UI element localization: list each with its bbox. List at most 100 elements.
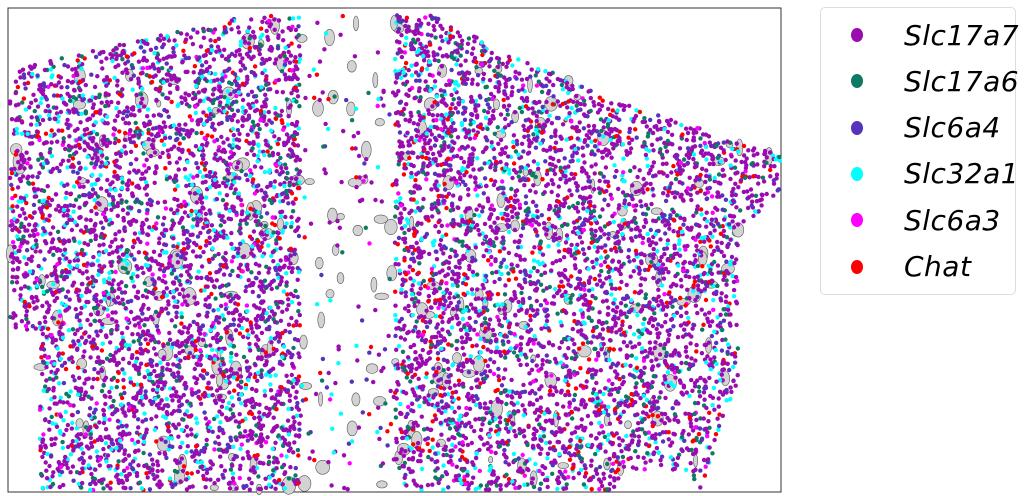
point-slc17a7 xyxy=(735,222,741,227)
point-slc6a4 xyxy=(234,210,239,215)
point-slc17a7 xyxy=(114,319,119,324)
point-slc6a3 xyxy=(130,437,135,443)
point-slc17a7 xyxy=(49,140,54,145)
point-slc17a7 xyxy=(715,239,720,245)
point-slc32a1 xyxy=(164,396,169,402)
point-slc17a6 xyxy=(466,36,472,41)
point-slc17a7 xyxy=(128,309,134,315)
point-slc6a4 xyxy=(577,216,582,221)
point-slc17a7 xyxy=(364,157,369,162)
point-slc6a3 xyxy=(406,404,411,410)
point-slc32a1 xyxy=(516,57,521,62)
point-slc17a7 xyxy=(290,364,296,369)
point-slc17a7 xyxy=(56,460,61,465)
point-slc17a7 xyxy=(100,66,105,71)
point-slc17a6 xyxy=(43,384,48,389)
point-slc17a7 xyxy=(755,151,760,156)
point-slc17a7 xyxy=(169,264,175,269)
point-slc17a6 xyxy=(10,280,15,285)
point-slc17a7 xyxy=(62,360,68,366)
point-slc17a7 xyxy=(176,422,181,427)
point-slc17a7 xyxy=(174,314,179,320)
point-slc17a6 xyxy=(715,283,720,289)
point-slc17a7 xyxy=(586,135,592,141)
point-slc17a7 xyxy=(171,386,176,391)
point-slc17a7 xyxy=(219,404,225,409)
point-slc17a7 xyxy=(423,44,429,49)
point-slc17a7 xyxy=(480,422,485,427)
point-slc17a7 xyxy=(480,241,486,246)
point-slc32a1 xyxy=(403,41,408,47)
point-slc17a7 xyxy=(234,486,239,491)
point-chat xyxy=(678,295,683,301)
point-slc17a7 xyxy=(40,303,45,309)
point-slc17a7 xyxy=(219,134,224,140)
point-slc17a7 xyxy=(685,287,690,292)
point-slc17a6 xyxy=(417,261,422,266)
point-slc17a7 xyxy=(576,407,581,412)
point-slc17a7 xyxy=(488,91,494,97)
point-slc17a6 xyxy=(652,311,657,316)
point-slc17a7 xyxy=(185,444,190,449)
point-slc17a7 xyxy=(284,373,289,378)
point-slc17a7 xyxy=(485,110,491,115)
point-slc17a7 xyxy=(517,484,522,489)
point-slc6a4 xyxy=(128,486,133,491)
point-slc6a4 xyxy=(671,324,676,329)
point-slc6a3 xyxy=(37,137,42,143)
point-slc17a6 xyxy=(716,172,722,177)
point-chat xyxy=(751,174,756,179)
point-slc17a7 xyxy=(538,395,544,400)
point-slc17a7 xyxy=(415,155,421,160)
point-chat xyxy=(626,135,631,140)
point-slc17a7 xyxy=(81,460,86,466)
point-slc32a1 xyxy=(238,446,243,452)
point-slc17a6 xyxy=(181,417,186,422)
point-slc17a7 xyxy=(67,297,72,302)
point-slc17a7 xyxy=(582,160,587,165)
point-slc17a7 xyxy=(22,211,27,216)
point-slc17a7 xyxy=(238,374,244,379)
point-slc6a4 xyxy=(481,191,486,196)
point-slc17a7 xyxy=(189,432,194,437)
point-slc17a7 xyxy=(588,194,593,199)
point-slc17a7 xyxy=(203,297,208,302)
point-slc17a7 xyxy=(229,230,234,236)
point-slc32a1 xyxy=(576,158,581,163)
cell-outline xyxy=(374,118,385,127)
point-slc17a7 xyxy=(29,115,34,120)
point-slc17a7 xyxy=(155,463,161,468)
point-slc32a1 xyxy=(354,343,359,348)
point-slc17a7 xyxy=(196,90,201,95)
point-slc17a7 xyxy=(404,102,409,107)
point-slc17a7 xyxy=(297,421,302,426)
point-slc17a7 xyxy=(450,102,455,107)
point-slc17a7 xyxy=(144,427,149,432)
point-slc17a7 xyxy=(122,451,127,456)
point-slc17a7 xyxy=(550,343,556,348)
point-slc17a7 xyxy=(116,63,121,68)
point-slc17a7 xyxy=(518,233,524,238)
point-slc17a7 xyxy=(237,312,243,318)
point-slc6a3 xyxy=(500,179,505,184)
point-slc32a1 xyxy=(406,220,411,226)
point-slc17a7 xyxy=(112,140,118,146)
point-slc6a4 xyxy=(217,425,222,430)
point-slc17a7 xyxy=(47,427,52,432)
point-slc17a7 xyxy=(8,223,13,228)
point-slc17a7 xyxy=(580,201,586,206)
point-slc17a7 xyxy=(512,239,517,244)
point-slc17a7 xyxy=(356,153,362,159)
point-slc17a6 xyxy=(670,304,675,309)
point-slc17a7 xyxy=(356,304,361,309)
point-slc17a7 xyxy=(491,108,496,114)
point-slc17a7 xyxy=(621,236,626,241)
point-slc17a7 xyxy=(596,148,601,153)
point-slc6a4 xyxy=(585,114,590,119)
point-chat xyxy=(506,277,512,283)
point-slc17a7 xyxy=(519,335,524,340)
point-slc32a1 xyxy=(63,195,68,201)
point-slc17a7 xyxy=(438,333,443,339)
point-chat xyxy=(186,354,191,360)
point-slc17a7 xyxy=(53,436,58,441)
